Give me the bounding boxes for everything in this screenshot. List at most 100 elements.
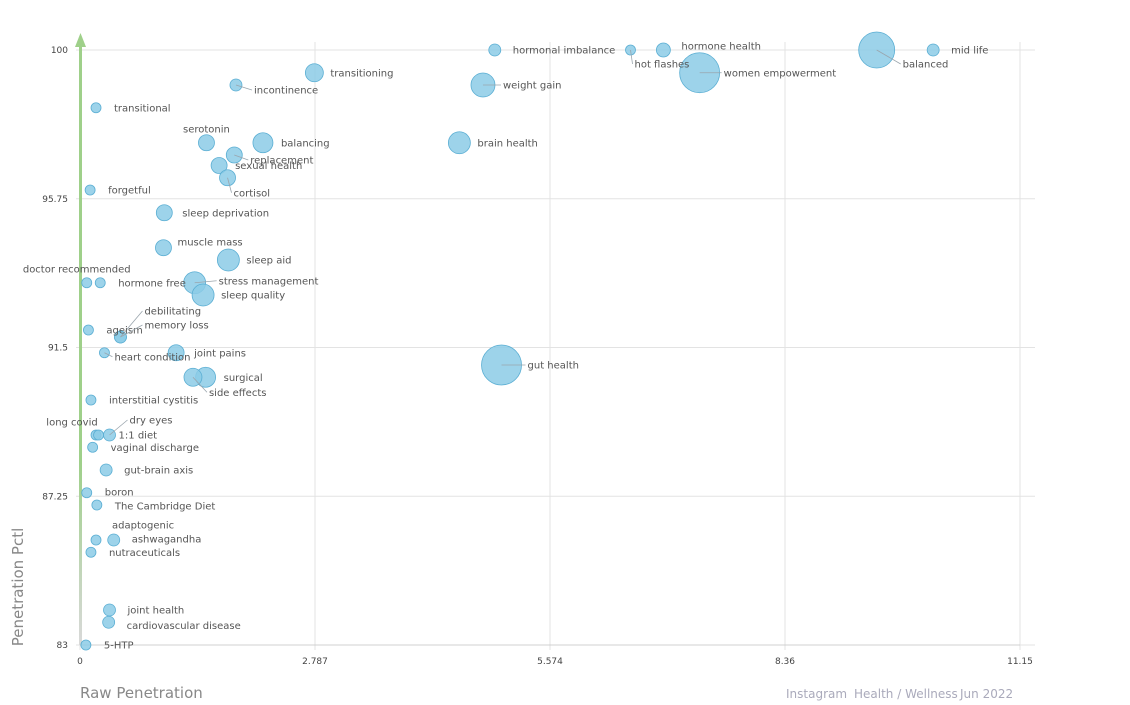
data-bubble bbox=[81, 277, 93, 289]
data-label: boron bbox=[105, 487, 134, 498]
data-bubble bbox=[87, 441, 99, 453]
y-axis-line bbox=[79, 40, 82, 645]
data-label: transitional bbox=[114, 103, 171, 114]
data-bubble bbox=[103, 603, 116, 617]
data-label: balanced bbox=[903, 60, 949, 71]
data-bubble bbox=[447, 131, 471, 155]
label-leader-line bbox=[120, 310, 143, 338]
x-tick-label: 2.787 bbox=[302, 657, 328, 667]
data-bubble bbox=[81, 487, 93, 499]
data-bubble bbox=[488, 43, 502, 57]
data-bubble bbox=[655, 42, 671, 58]
y-tick-label: 87.25 bbox=[42, 492, 68, 502]
data-label: cardiovascular disease bbox=[127, 621, 241, 632]
data-label: stress management bbox=[219, 276, 319, 287]
data-label: 1:1 diet bbox=[119, 431, 158, 442]
data-bubble bbox=[102, 615, 116, 629]
data-bubble bbox=[90, 102, 102, 114]
data-label: hormonal imbalance bbox=[513, 46, 616, 57]
data-label: incontinence bbox=[254, 86, 318, 97]
data-bubble bbox=[83, 324, 94, 336]
data-bubble bbox=[107, 533, 121, 547]
data-bubble bbox=[304, 63, 324, 83]
data-label: hot flashes bbox=[635, 60, 690, 71]
y-tick-label: 91.5 bbox=[48, 344, 68, 354]
x-tick-label: 5.574 bbox=[537, 657, 563, 667]
data-bubble bbox=[926, 43, 940, 57]
data-label: sleep aid bbox=[246, 256, 291, 267]
data-label: The Cambridge Diet bbox=[114, 502, 216, 513]
data-label: joint health bbox=[127, 606, 185, 617]
data-label: transitioning bbox=[330, 68, 393, 79]
data-label: hormone free bbox=[118, 278, 186, 289]
data-bubble bbox=[94, 277, 106, 289]
data-label: mid life bbox=[951, 46, 988, 57]
x-tick-label: 11.15 bbox=[1007, 657, 1033, 667]
data-label: side effects bbox=[209, 388, 267, 399]
data-bubble bbox=[167, 344, 185, 362]
data-label: forgetful bbox=[108, 186, 151, 197]
data-label: joint pains bbox=[193, 348, 246, 359]
data-label: muscle mass bbox=[177, 237, 242, 248]
data-bubble bbox=[84, 184, 96, 196]
footer-period: Jun 2022 bbox=[960, 687, 1014, 701]
label-leader-line bbox=[876, 49, 901, 65]
data-label: sleep quality bbox=[221, 291, 285, 302]
x-tick-label: 0 bbox=[77, 657, 83, 667]
data-label: hormone health bbox=[681, 42, 761, 53]
data-bubble bbox=[80, 639, 92, 651]
data-bubble bbox=[155, 204, 173, 222]
data-bubble bbox=[85, 546, 97, 558]
data-label: 5-HTP bbox=[104, 641, 134, 652]
footer-platform: Instagram bbox=[786, 687, 848, 701]
data-label: sleep deprivation bbox=[182, 208, 269, 219]
data-label: sexual health bbox=[235, 161, 302, 172]
data-label: nutraceuticals bbox=[109, 548, 180, 559]
data-label: gut-brain axis bbox=[124, 466, 193, 477]
label-leader-line bbox=[235, 84, 253, 91]
data-label: debilitating bbox=[144, 307, 201, 318]
y-tick-label: 100 bbox=[51, 46, 68, 56]
data-label: ashwagandha bbox=[132, 535, 202, 546]
label-leader-line bbox=[194, 280, 217, 284]
x-tick-label: 8.36 bbox=[775, 657, 795, 667]
data-label: adaptogenic bbox=[112, 521, 174, 532]
y-axis-label: Penetration Pctl bbox=[9, 527, 27, 647]
data-bubble bbox=[93, 429, 104, 441]
data-label: heart condition bbox=[114, 352, 190, 363]
data-bubble bbox=[210, 157, 228, 174]
data-label: gut health bbox=[528, 361, 579, 372]
data-bubble bbox=[155, 239, 172, 257]
data-label: interstitial cystitis bbox=[109, 396, 198, 407]
y-axis-arrow bbox=[75, 33, 86, 47]
data-label: cortisol bbox=[234, 188, 271, 199]
data-bubble bbox=[191, 283, 215, 307]
data-bubble bbox=[85, 394, 97, 406]
data-label: long covid bbox=[46, 418, 97, 429]
data-label: surgical bbox=[224, 373, 263, 384]
label-leader-line bbox=[192, 376, 208, 393]
data-label: brain health bbox=[477, 138, 538, 149]
x-axis-label: Raw Penetration bbox=[80, 684, 203, 702]
data-label: weight gain bbox=[503, 81, 561, 92]
data-bubble bbox=[252, 132, 274, 154]
data-bubble bbox=[90, 534, 102, 546]
data-bubble bbox=[216, 248, 240, 272]
data-label: doctor recommended bbox=[23, 264, 131, 275]
label-leader-line bbox=[109, 419, 128, 436]
data-label: vaginal discharge bbox=[111, 443, 199, 454]
data-bubble bbox=[91, 499, 103, 511]
data-label: dry eyes bbox=[130, 416, 173, 427]
data-label: serotonin bbox=[183, 124, 230, 135]
data-bubble bbox=[198, 134, 215, 152]
data-label: replacement bbox=[250, 156, 313, 167]
label-leader-line bbox=[234, 154, 249, 161]
label-leader-line bbox=[120, 324, 143, 338]
data-label: ageism bbox=[106, 326, 142, 337]
label-leader-line bbox=[227, 177, 232, 193]
data-bubble bbox=[99, 463, 113, 477]
data-label: women empowerment bbox=[724, 68, 837, 79]
label-leader-line bbox=[104, 352, 113, 358]
y-tick-label: 83 bbox=[57, 641, 68, 651]
footer-category: Health / Wellness bbox=[854, 687, 958, 701]
